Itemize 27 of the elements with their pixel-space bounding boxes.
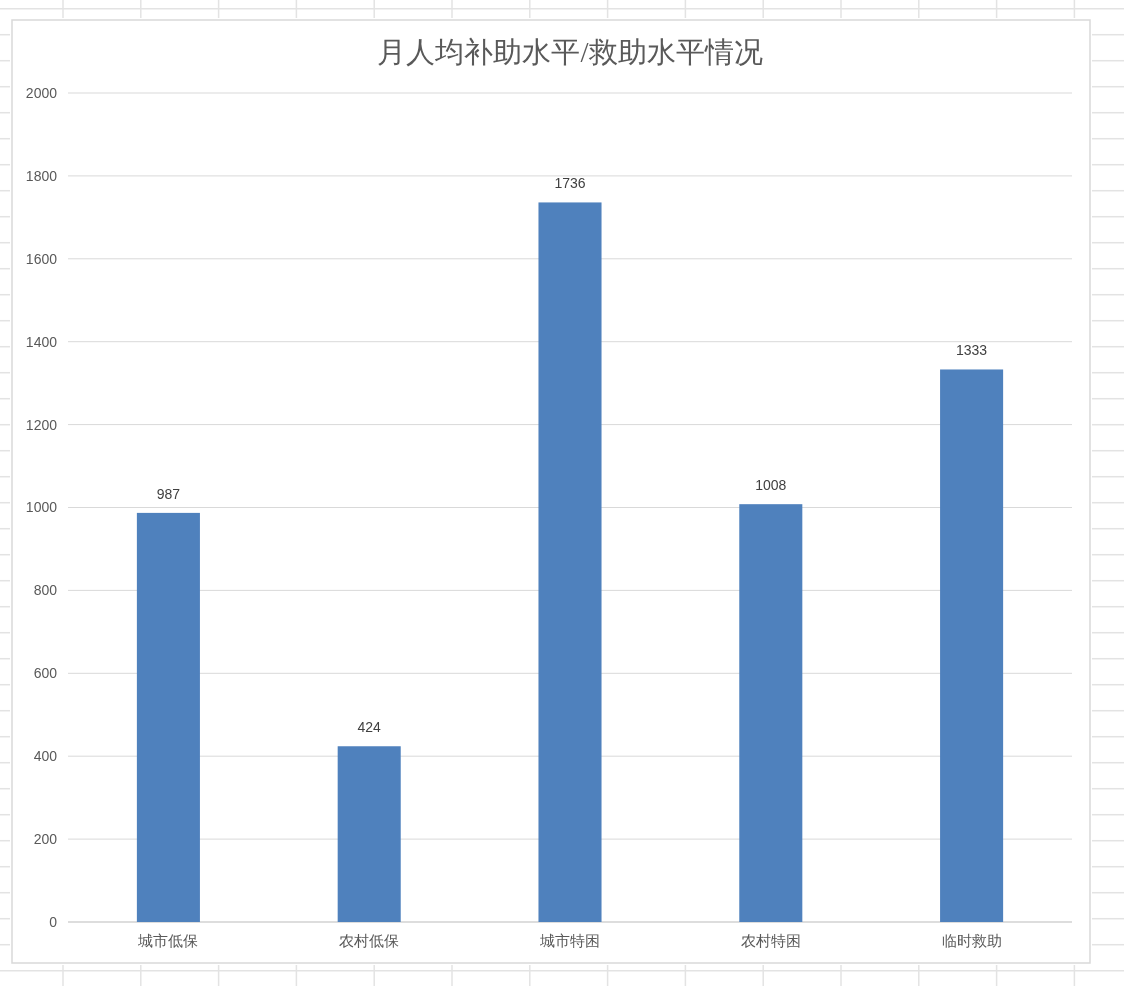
y-tick-label: 800 (33, 582, 58, 599)
y-tick-label: 200 (33, 831, 58, 848)
y-tick-label: 400 (33, 748, 58, 765)
bar (538, 202, 602, 922)
data-label: 1008 (755, 477, 787, 494)
x-tick-label: 农村低保 (339, 932, 400, 949)
bar (940, 369, 1004, 922)
data-label: 987 (156, 485, 181, 502)
chart-title: 月人均补助水平/救助水平情况 (377, 36, 763, 68)
x-tick-label: 城市低保 (137, 932, 199, 949)
data-label: 1736 (554, 175, 586, 192)
x-tick-label: 农村特困 (740, 932, 801, 949)
y-tick-label: 1800 (25, 167, 58, 184)
y-tick-label: 1400 (25, 333, 58, 350)
y-tick-label: 1600 (25, 250, 58, 267)
bar (337, 746, 401, 922)
y-tick-label: 1000 (25, 499, 58, 516)
y-tick-label: 2000 (25, 84, 58, 101)
y-tick-label: 600 (33, 665, 58, 682)
data-label: 1333 (956, 342, 988, 359)
y-tick-label: 1200 (25, 416, 58, 433)
data-label: 424 (357, 719, 382, 736)
y-tick-label: 0 (49, 913, 58, 930)
x-tick-label: 城市特困 (539, 932, 600, 949)
bar (136, 512, 200, 922)
bar (739, 504, 803, 922)
x-tick-label: 临时救助 (941, 932, 1002, 949)
